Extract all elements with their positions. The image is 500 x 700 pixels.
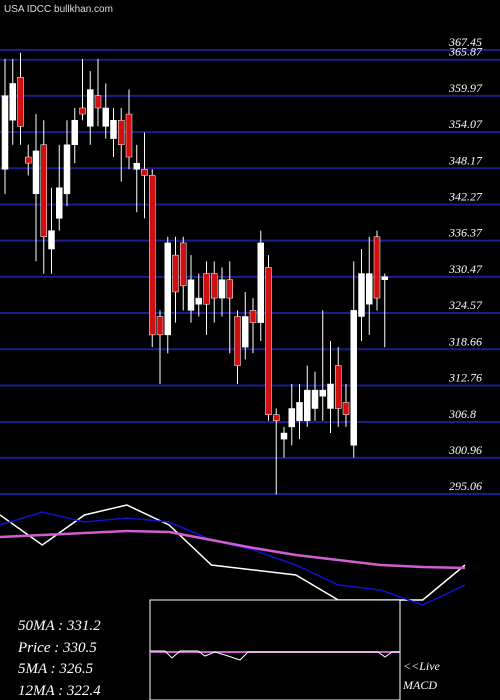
candle-body bbox=[366, 273, 373, 305]
candle-body bbox=[342, 402, 350, 415]
y-tick-label: 359.97 bbox=[448, 81, 483, 95]
candle-body bbox=[211, 273, 218, 299]
y-tick-label: 367.45 bbox=[448, 35, 482, 49]
candle-body bbox=[319, 389, 326, 397]
y-tick-label: 306.8 bbox=[448, 407, 476, 421]
candle-body bbox=[164, 242, 171, 336]
candle-body bbox=[149, 175, 156, 336]
candle-body bbox=[257, 242, 264, 323]
candle-body bbox=[87, 89, 94, 127]
candle-body bbox=[180, 242, 187, 287]
candle-body bbox=[335, 365, 342, 409]
candle-body bbox=[350, 310, 357, 446]
candle-body bbox=[311, 389, 319, 409]
y-tick-label: 295.06 bbox=[449, 479, 482, 493]
candle-body bbox=[358, 273, 365, 317]
stat: 5MA : 326.5 bbox=[18, 661, 94, 677]
candle-body bbox=[125, 113, 133, 158]
candle-body bbox=[187, 279, 195, 311]
candle-body bbox=[133, 162, 140, 170]
y-tick-label: 300.96 bbox=[448, 443, 482, 457]
candle-body bbox=[156, 316, 164, 336]
candle-body bbox=[327, 383, 334, 409]
live-macd-box bbox=[149, 599, 401, 700]
y-tick-label: 342.27 bbox=[448, 189, 483, 203]
candle-body bbox=[48, 230, 55, 250]
live-label: MACD bbox=[402, 678, 437, 692]
candle-body bbox=[102, 107, 109, 127]
candle-body bbox=[226, 279, 233, 299]
candle-body bbox=[249, 310, 257, 323]
candle-body bbox=[141, 169, 148, 176]
y-tick-label: 336.37 bbox=[448, 226, 483, 240]
candle-body bbox=[32, 150, 40, 195]
candle-body bbox=[79, 107, 86, 115]
candle-body bbox=[280, 432, 288, 440]
y-tick-label: 365.87 bbox=[448, 45, 483, 59]
candle-body bbox=[373, 236, 381, 299]
y-tick-label: 348.17 bbox=[448, 153, 483, 167]
y-tick-label: 324.57 bbox=[448, 298, 483, 312]
live-macd-line bbox=[150, 650, 400, 661]
candle-body bbox=[71, 119, 78, 146]
y-tick-label: 312.76 bbox=[448, 370, 482, 384]
candle-body bbox=[265, 267, 272, 415]
candle-body bbox=[304, 389, 311, 422]
candle-body bbox=[234, 316, 241, 366]
candle-body bbox=[195, 297, 202, 305]
candle-body bbox=[94, 95, 102, 109]
y-tick-label: 330.47 bbox=[448, 262, 483, 276]
candle-body bbox=[218, 279, 226, 299]
candle-body bbox=[110, 119, 117, 139]
candle-body bbox=[242, 316, 249, 348]
stat: 50MA : 331.2 bbox=[18, 618, 101, 634]
candle-body bbox=[56, 187, 63, 219]
candle-body bbox=[296, 402, 303, 422]
candle-body bbox=[118, 119, 125, 146]
stat: Price : 330.5 bbox=[17, 640, 97, 656]
candle-body bbox=[172, 254, 179, 293]
candle-body bbox=[9, 83, 16, 121]
y-tick-label: 354.07 bbox=[448, 117, 483, 131]
chart-title: USA IDCC bullkhan.com bbox=[4, 4, 113, 15]
candle-body bbox=[381, 276, 388, 280]
macd-line bbox=[0, 529, 466, 570]
candle-body bbox=[63, 144, 71, 195]
y-tick-label: 318.66 bbox=[448, 334, 482, 348]
candle-body bbox=[17, 77, 24, 127]
candle-body bbox=[40, 144, 47, 238]
candle-body bbox=[273, 414, 280, 422]
candle-body bbox=[288, 408, 295, 428]
candle-body bbox=[203, 273, 210, 305]
stat: 12MA : 322.4 bbox=[18, 683, 101, 699]
candle-body bbox=[25, 156, 32, 164]
live-label: <<Live bbox=[403, 659, 441, 673]
candle-body bbox=[1, 95, 9, 170]
